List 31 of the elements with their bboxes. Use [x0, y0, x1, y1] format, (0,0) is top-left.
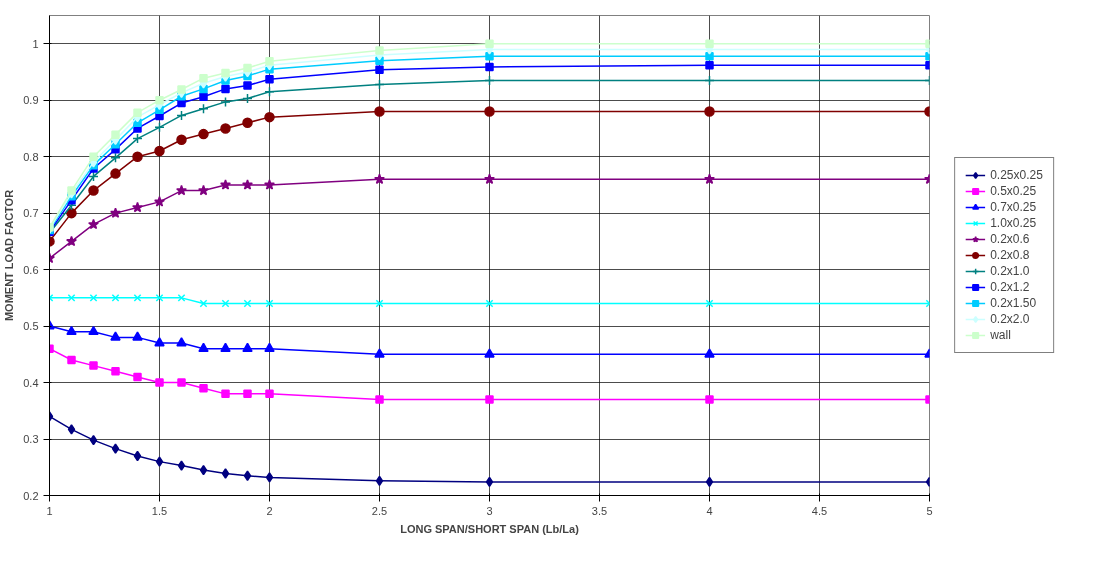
legend-label: 0.5x0.25: [990, 184, 1037, 198]
x-tick-label: 2.5: [371, 504, 388, 517]
legend-label: 0.2x2.0: [990, 312, 1030, 326]
y-tick-label: 0.2: [23, 489, 39, 502]
y-tick-label: 0.8: [23, 150, 39, 163]
x-tick-label: 4.5: [811, 504, 828, 517]
legend-label: 0.7x0.25: [990, 200, 1037, 214]
y-tick-label: 0.9: [23, 94, 39, 107]
y-tick-label: 0.7: [23, 207, 39, 220]
x-tick-label: 3: [486, 504, 493, 517]
legend-label: 0.2x1.50: [990, 296, 1037, 310]
legend-label: 0.2x0.8: [990, 248, 1030, 262]
y-tick-label: 0.5: [23, 320, 39, 333]
x-tick-label: 1.5: [151, 504, 168, 517]
y-tick-label: 0.6: [23, 263, 39, 276]
legend-label: 0.2x0.6: [990, 232, 1030, 246]
y-tick-label: 0.4: [23, 376, 39, 389]
x-tick-label: 2: [266, 504, 273, 517]
legend-label: 1.0x0.25: [990, 216, 1037, 230]
y-axis-title: MOMENT LOAD FACTOR: [3, 189, 16, 322]
x-tick-label: 3.5: [591, 504, 608, 517]
y-tick-label: 0.3: [23, 433, 39, 446]
y-tick-label: 1: [32, 37, 39, 50]
legend-label: 0.2x1.0: [990, 264, 1030, 278]
x-axis-title: LONG SPAN/SHORT SPAN (Lb/La): [400, 522, 580, 535]
x-tick-label: 5: [926, 504, 933, 517]
legend-label: 0.2x1.2: [990, 280, 1030, 294]
legend-label: 0.25x0.25: [990, 168, 1043, 182]
x-tick-label: 4: [706, 504, 713, 517]
x-tick-label: 1: [46, 504, 53, 517]
legend-label: wall: [990, 328, 1011, 342]
